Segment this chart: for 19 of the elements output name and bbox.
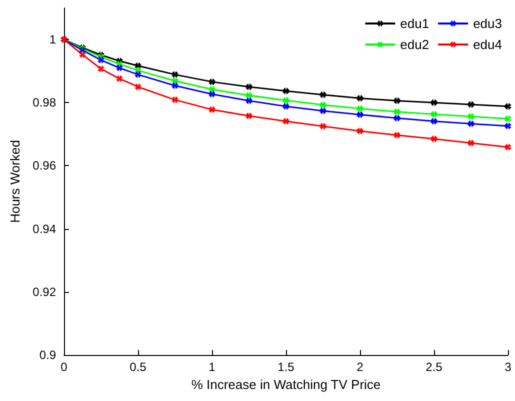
x-tick-label: 2: [356, 360, 364, 374]
x-tick-label: 2.5: [426, 360, 443, 374]
y-tick-label: 0.96: [32, 158, 56, 173]
legend-label: edu4: [473, 37, 502, 52]
x-axis-title: % Increase in Watching TV Price: [191, 376, 381, 392]
x-tick-label: 1: [208, 360, 216, 374]
y-tick-label: 0.9: [39, 348, 56, 362]
legend-label: edu2: [400, 37, 430, 52]
x-tick-label: 3: [504, 360, 512, 374]
y-axis-title: Hours Worked: [8, 140, 23, 223]
y-tick-label: 0.92: [32, 284, 56, 299]
legend-label: edu3: [473, 16, 502, 31]
y-tick-label: 1: [49, 32, 56, 47]
x-tick-label: 0: [60, 360, 68, 374]
x-tick-label: 0.5: [130, 360, 147, 374]
y-tick-label: 0.98: [32, 96, 56, 110]
y-tick-label: 0.94: [32, 222, 56, 236]
legend-label: edu1: [400, 16, 430, 31]
x-tick-label: 1.5: [278, 360, 295, 374]
